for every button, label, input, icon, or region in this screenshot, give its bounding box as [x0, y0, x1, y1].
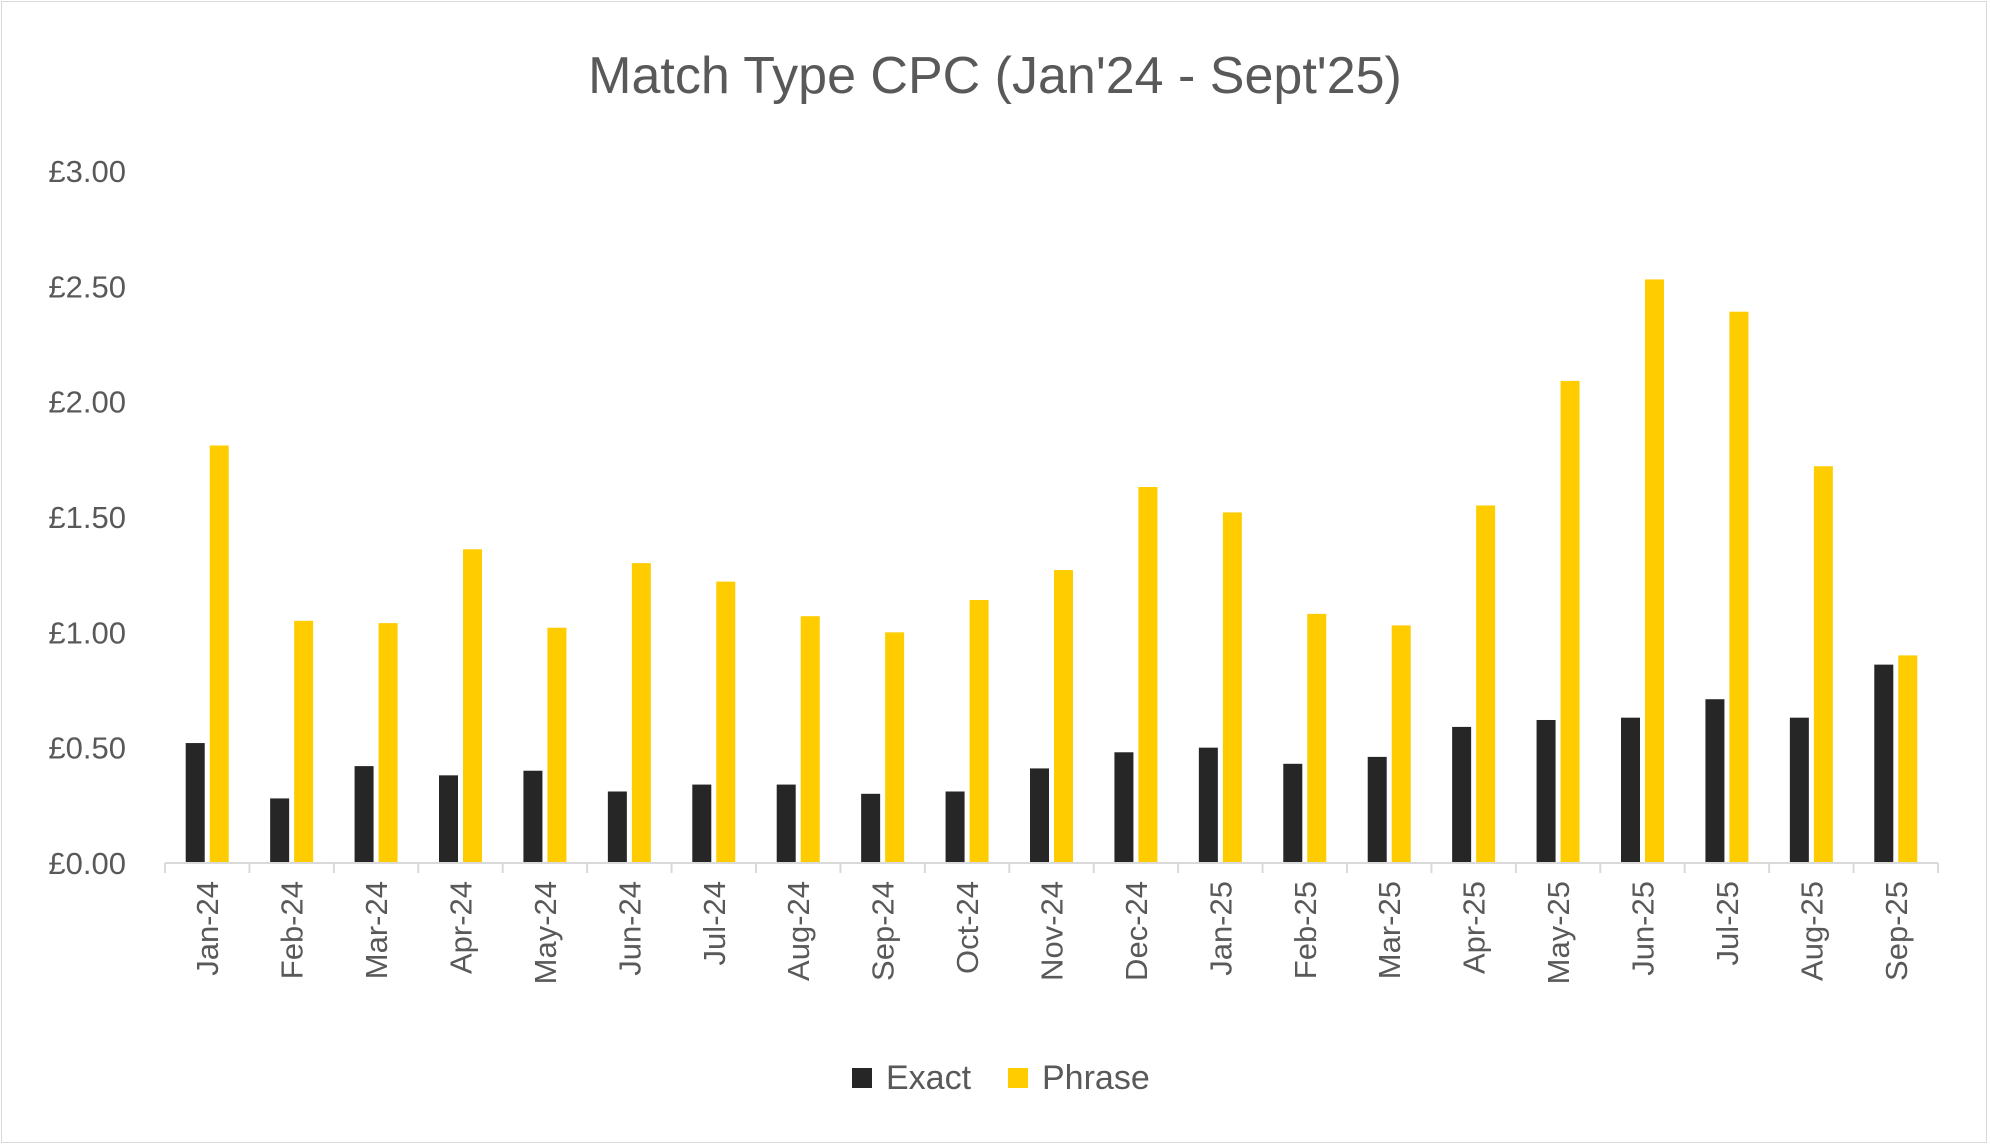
- bar-phrase: [1813, 466, 1833, 863]
- x-tick-label: Feb-24: [275, 881, 310, 979]
- bar-exact: [945, 791, 965, 863]
- bar-phrase: [1391, 625, 1411, 863]
- x-axis: Jan-24 Feb-24 Mar-24 Apr-24 May-24 Jun-24 Jul-…: [164, 862, 1939, 984]
- bar-phrase: [631, 563, 651, 863]
- x-tick-label: Jan-25: [1203, 881, 1238, 976]
- x-tick-label: Aug-24: [781, 881, 816, 981]
- bar-phrase: [1307, 613, 1327, 863]
- bar-exact: [1874, 664, 1894, 863]
- y-tick-label: £2.50: [48, 269, 126, 304]
- bar-phrase: [1138, 487, 1158, 863]
- bar-exact: [1114, 752, 1134, 863]
- x-tick-label: Jul-24: [697, 881, 732, 965]
- y-tick-label: £1.00: [48, 615, 126, 650]
- y-tick-label: £0.00: [48, 846, 126, 881]
- bar-exact: [1198, 747, 1218, 863]
- bar-exact: [1621, 717, 1640, 863]
- bar-exact: [692, 784, 712, 863]
- bar-exact: [861, 793, 881, 863]
- y-tick-label: £0.50: [48, 731, 126, 766]
- x-tick-label: Feb-25: [1288, 881, 1323, 979]
- bar-exact: [523, 770, 543, 863]
- bar-exact: [1789, 717, 1809, 863]
- x-tick-label: Sep-24: [866, 881, 901, 981]
- bar-exact: [354, 766, 374, 863]
- bar-exact: [439, 775, 458, 863]
- legend-swatch-exact: [852, 1068, 872, 1088]
- bar-phrase: [547, 627, 567, 863]
- bar-exact: [1367, 756, 1387, 863]
- x-tick-label: May-25: [1541, 881, 1576, 984]
- bar-phrase: [1898, 655, 1918, 863]
- y-tick-label: £1.50: [48, 500, 126, 535]
- bars: [185, 279, 1918, 863]
- bar-phrase: [1222, 512, 1242, 863]
- legend-label-phrase: Phrase: [1042, 1059, 1150, 1097]
- bar-exact: [607, 791, 627, 863]
- bar-phrase: [969, 600, 989, 863]
- x-tick-label: Jan-24: [190, 881, 225, 976]
- x-tick-label: Jul-25: [1710, 881, 1745, 965]
- bar-exact: [1283, 763, 1303, 863]
- x-tick-label: May-24: [528, 881, 563, 984]
- bar-exact: [1536, 719, 1556, 863]
- x-tick-label: Jun-25: [1626, 881, 1661, 976]
- x-tick-label: Mar-24: [359, 881, 394, 979]
- legend-label-exact: Exact: [886, 1059, 972, 1097]
- x-tick-label: Jun-24: [612, 881, 647, 976]
- bar-phrase: [1054, 570, 1073, 863]
- bar-phrase: [378, 623, 398, 863]
- bar-exact: [1452, 726, 1472, 863]
- bar-exact: [270, 798, 290, 863]
- x-tick-label: Aug-25: [1794, 881, 1829, 981]
- x-tick-label: Nov-24: [1035, 881, 1070, 981]
- bar-phrase: [1729, 311, 1749, 863]
- bar-exact: [1030, 768, 1049, 863]
- bar-phrase: [209, 445, 229, 863]
- x-tick-label: Sep-25: [1879, 881, 1914, 981]
- x-tick-label: Mar-25: [1372, 881, 1407, 979]
- bar-phrase: [800, 616, 820, 863]
- x-tick-label: Dec-24: [1119, 881, 1154, 981]
- bar-phrase: [463, 549, 482, 863]
- bar-exact: [185, 743, 205, 863]
- bar-phrase: [1560, 380, 1580, 863]
- bar-exact: [776, 784, 796, 863]
- legend-swatch-phrase: [1008, 1068, 1028, 1088]
- bar-phrase: [294, 620, 314, 863]
- bar-phrase: [885, 632, 905, 863]
- x-tick-label: Apr-25: [1457, 881, 1492, 974]
- bar-phrase: [1645, 279, 1664, 863]
- bar-phrase: [716, 581, 736, 863]
- y-tick-label: £2.00: [48, 385, 126, 420]
- chart-title: Match Type CPC (Jan'24 - Sept'25): [588, 47, 1402, 105]
- legend: Exact Phrase: [852, 1059, 1150, 1097]
- bar-exact: [1705, 699, 1725, 863]
- x-tick-label: Oct-24: [950, 881, 985, 974]
- x-tick-label: Apr-24: [444, 881, 479, 974]
- y-tick-label: £3.00: [48, 154, 126, 189]
- bar-phrase: [1476, 505, 1496, 863]
- y-axis: £0.00 £0.50 £1.00 £1.50 £2.00 £2.50 £3.00: [48, 154, 126, 881]
